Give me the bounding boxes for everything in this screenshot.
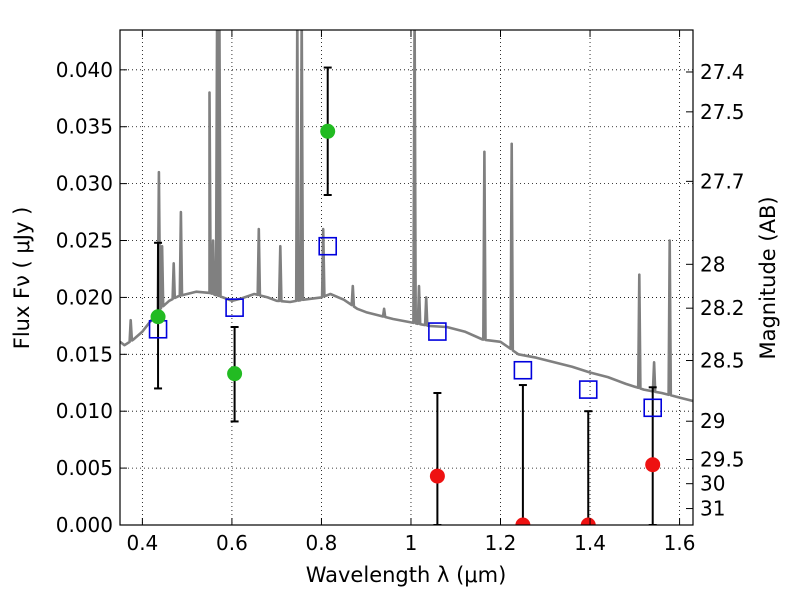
detection-point bbox=[150, 309, 166, 325]
x-axis-label: Wavelength λ (μm) bbox=[306, 563, 507, 587]
y-tick-label: 0.000 bbox=[56, 513, 113, 537]
nondetection-point bbox=[645, 457, 661, 473]
y2-tick-label: 29 bbox=[700, 409, 725, 433]
y2-tick-label: 29.5 bbox=[700, 448, 745, 472]
x-tick-label: 1 bbox=[405, 531, 418, 555]
model-photometry-square bbox=[225, 298, 244, 317]
model-photometry-square bbox=[578, 380, 598, 399]
y2-tick-label: 31 bbox=[700, 497, 725, 521]
plot-area bbox=[120, 30, 693, 525]
x-tick-label: 0.4 bbox=[126, 531, 158, 555]
y2-tick-label: 27.7 bbox=[700, 169, 745, 193]
model-photometry-square bbox=[513, 360, 533, 380]
y2-tick-label: 28 bbox=[700, 252, 725, 276]
y2-tick-label: 28.5 bbox=[700, 349, 745, 373]
model-photometry-square bbox=[643, 398, 663, 418]
y-tick-label: 0.035 bbox=[56, 115, 113, 139]
x-tick-label: 0.8 bbox=[306, 531, 338, 555]
plot-frame bbox=[119, 29, 694, 526]
y-tick-label: 0.030 bbox=[56, 172, 113, 196]
axis-ticks bbox=[120, 30, 693, 526]
y2-tick-label: 30 bbox=[700, 472, 725, 496]
nondetection-point bbox=[580, 517, 596, 525]
y2-axis-label: Magnitude (AB) bbox=[756, 196, 780, 359]
nondetection-point bbox=[515, 517, 531, 525]
y-tick-label: 0.015 bbox=[56, 342, 113, 366]
y-tick-label: 0.025 bbox=[56, 229, 113, 253]
nondetection-point bbox=[429, 468, 445, 484]
y-tick-label: 0.005 bbox=[56, 456, 113, 480]
tick-labels: 0.4 0.6 0.8 1 1.2 1.4 1.6 0.000 0.005 0.010 0.015 0… bbox=[56, 58, 745, 555]
x-tick-label: 1.2 bbox=[485, 531, 517, 555]
y-tick-label: 0.020 bbox=[56, 285, 113, 309]
detection-point bbox=[320, 123, 336, 139]
y2-tick-label: 27.4 bbox=[700, 60, 745, 84]
model-photometry-square bbox=[318, 236, 338, 256]
model-photometry-square bbox=[428, 322, 447, 341]
grid-lines bbox=[120, 30, 693, 526]
y2-tick-label: 27.5 bbox=[700, 100, 745, 124]
model-spectrum-line bbox=[120, 30, 693, 403]
x-tick-label: 1.4 bbox=[574, 531, 606, 555]
detection-point bbox=[227, 366, 243, 382]
x-tick-label: 0.6 bbox=[216, 531, 248, 555]
y-tick-label: 0.040 bbox=[56, 58, 113, 82]
y2-tick-label: 28.2 bbox=[700, 296, 745, 320]
y-tick-label: 0.010 bbox=[56, 399, 113, 423]
x-tick-label: 1.6 bbox=[664, 531, 696, 555]
y-axis-label: Flux Fν ( μJy ) bbox=[10, 207, 34, 350]
